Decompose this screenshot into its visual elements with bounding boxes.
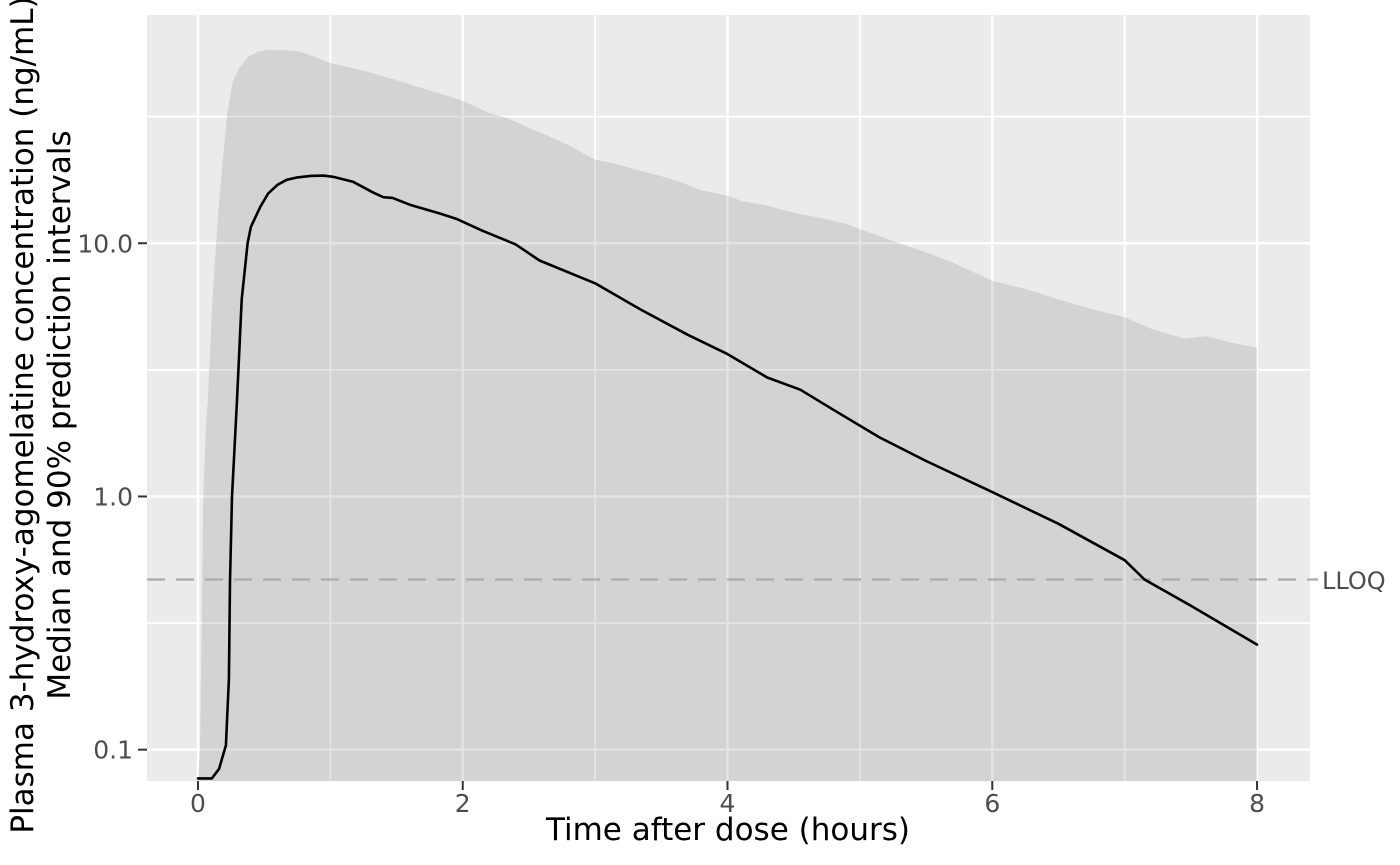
y-axis-title-line1: Plasma 3-hydroxy-agomelatine concentrati… — [5, 0, 41, 834]
y-tick-label: 0.1 — [93, 736, 133, 765]
x-axis-title: Time after dose (hours) — [546, 812, 910, 848]
x-tick-label: 8 — [1249, 789, 1265, 818]
x-tick-label: 0 — [190, 789, 206, 818]
y-tick-label: 10.0 — [77, 229, 133, 258]
y-axis-title-line2: Median and 90% prediction intervals — [42, 130, 78, 700]
lloq-label: LLOQ — [1322, 567, 1386, 595]
y-axis-title: Plasma 3-hydroxy-agomelatine concentrati… — [5, 0, 79, 835]
prediction-interval-ribbon — [198, 49, 1257, 781]
y-tick-label: 1.0 — [93, 482, 133, 511]
x-tick-label: 2 — [455, 789, 471, 818]
x-tick-label: 4 — [720, 789, 736, 818]
median-line — [196, 174, 1259, 780]
x-tick-label: 6 — [984, 789, 1000, 818]
